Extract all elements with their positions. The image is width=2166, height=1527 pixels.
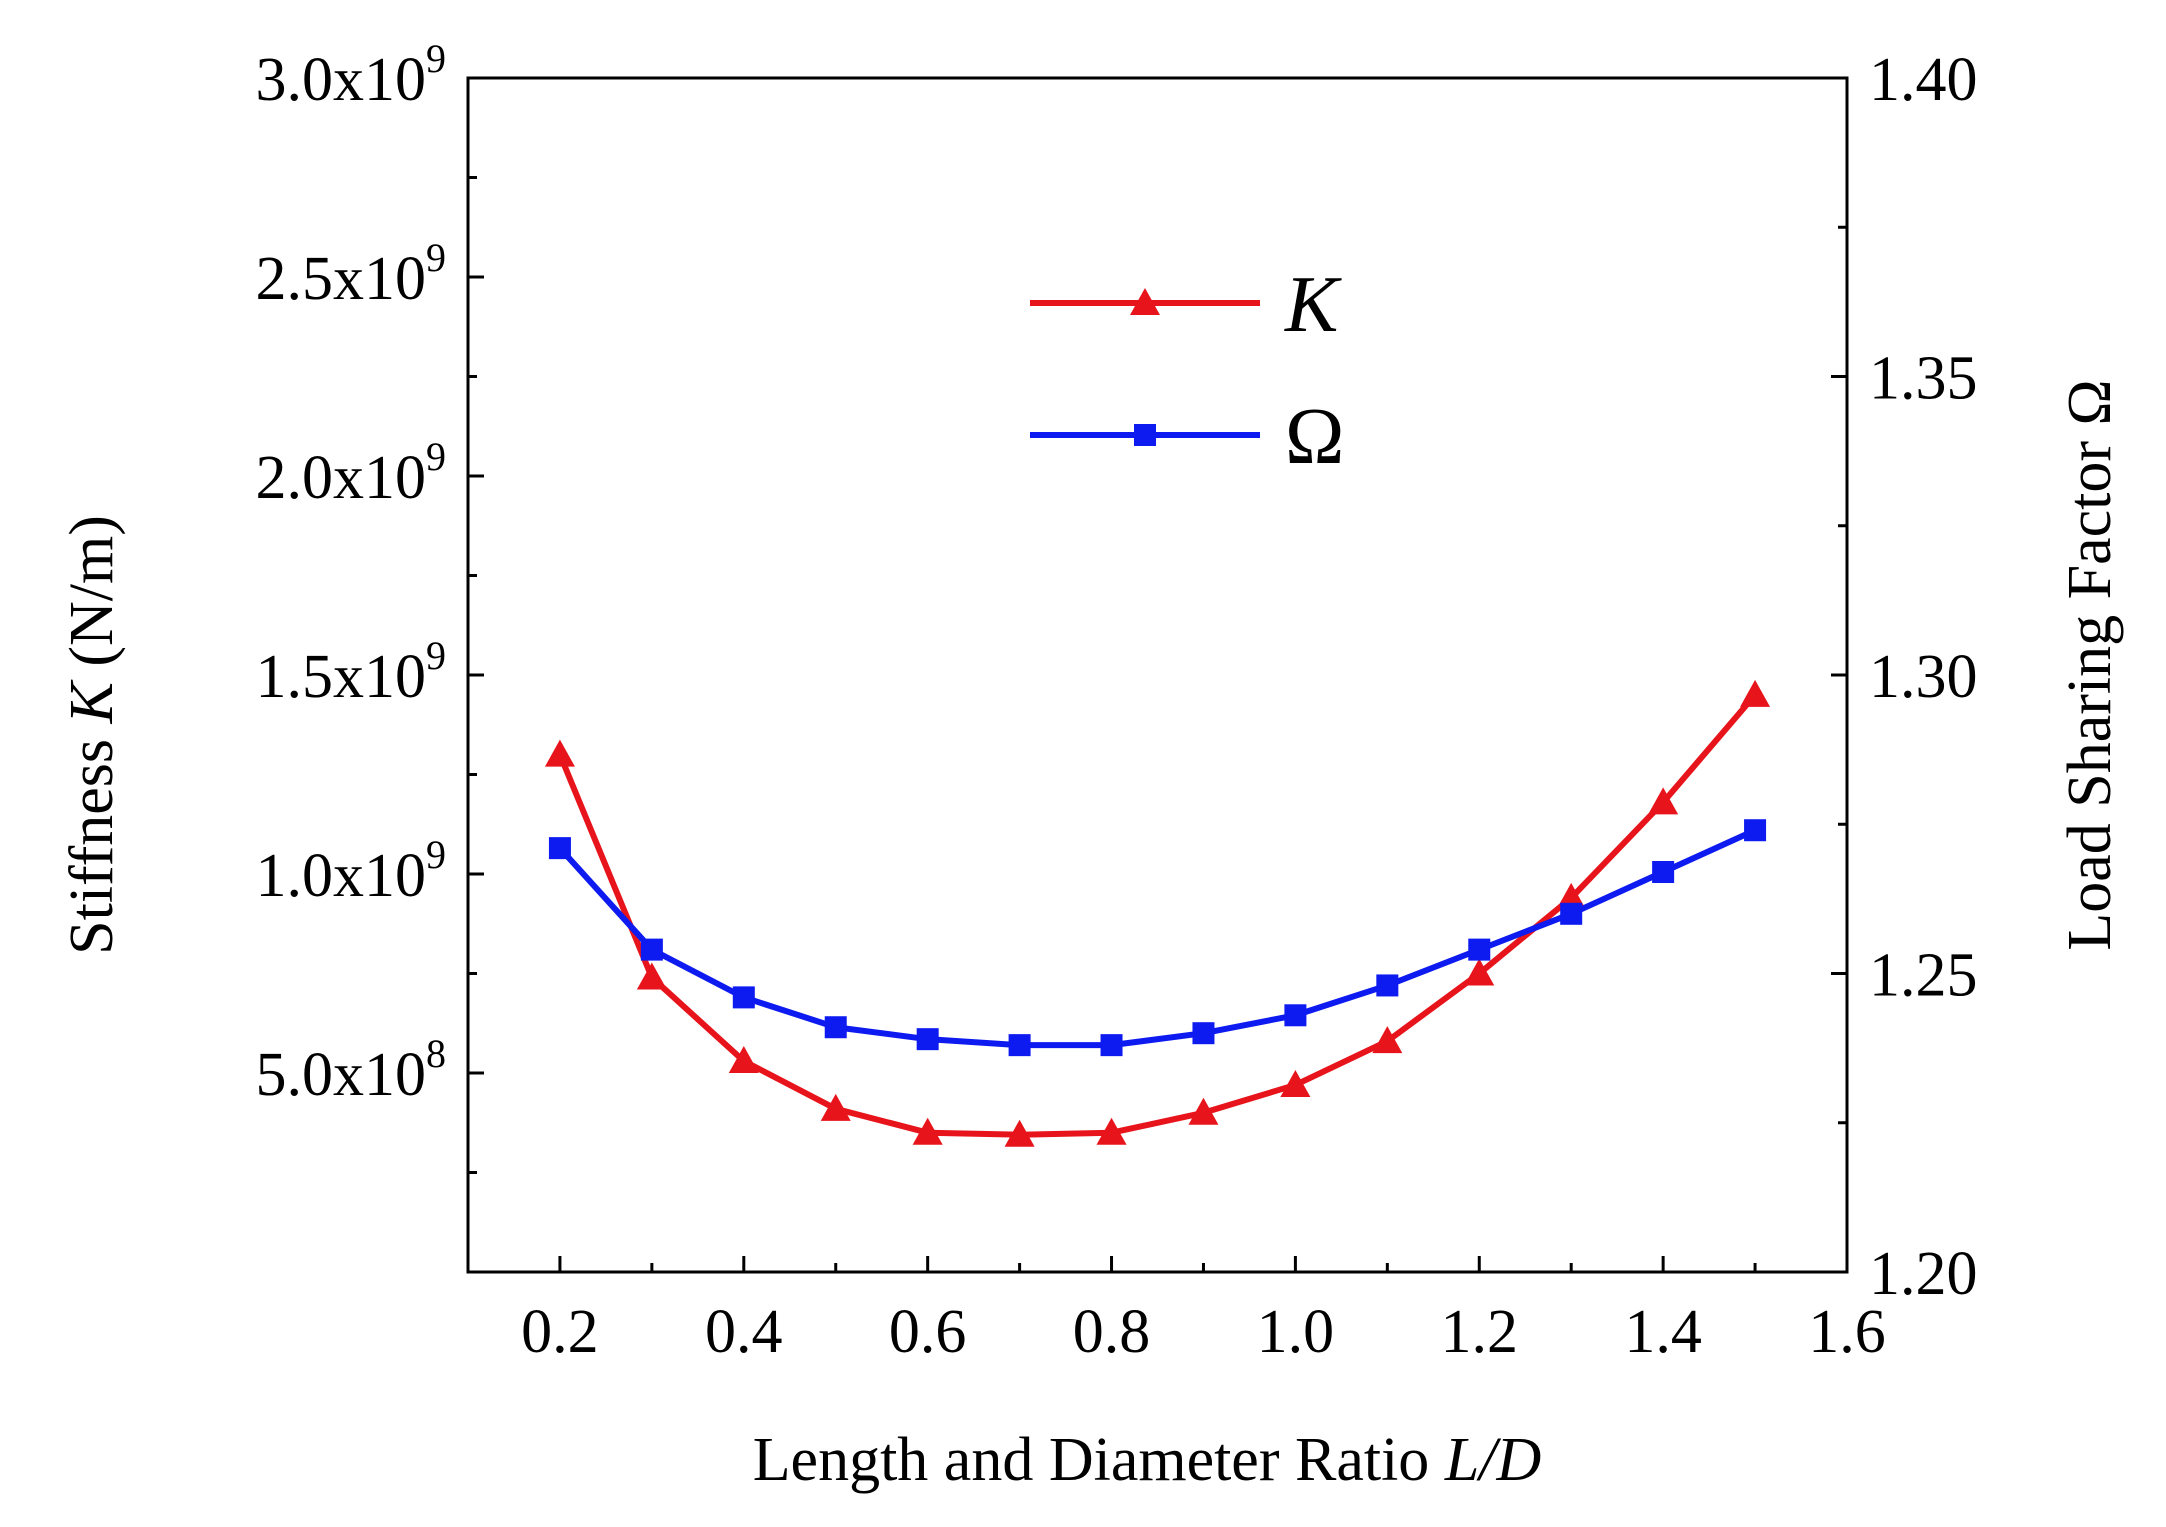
- y-left-tick-label: 3.0x109: [256, 36, 447, 114]
- y-left-tick-label: 1.0x109: [256, 832, 447, 910]
- series-k-point: [728, 1046, 759, 1074]
- series-layer: [544, 679, 1771, 1147]
- x-tick-label: 1.4: [1624, 1298, 1702, 1366]
- series-omega-point: [916, 1028, 939, 1051]
- axes-layer: 0.2 0.4 0.6 0.8 1.0 1.2 1.4 1.6 5.0x108 1.0x109 1.…: [256, 36, 1978, 1366]
- x-tick-label: 0.8: [1073, 1298, 1151, 1366]
- y-right-tick-label: 1.20: [1869, 1240, 1978, 1308]
- series-omega-point: [1192, 1022, 1215, 1045]
- legend: KΩ: [1030, 261, 1344, 481]
- x-tick-label: 0.4: [705, 1298, 783, 1366]
- series-k-point: [1280, 1069, 1311, 1097]
- series-k-point: [912, 1117, 943, 1145]
- series-k-point: [1188, 1097, 1219, 1125]
- y-left-tick-label: 2.5x109: [256, 235, 447, 313]
- y-left-tick-label: 2.0x109: [256, 434, 447, 512]
- series-k-line: [557, 692, 1758, 1138]
- x-tick-label: 1.6: [1808, 1298, 1886, 1366]
- series-k-point: [1096, 1117, 1127, 1145]
- series-k-point: [1004, 1119, 1035, 1147]
- legend-omega-label: Ω: [1285, 393, 1344, 481]
- series-omega-point: [1560, 902, 1583, 925]
- x-tick-label: 1.2: [1441, 1298, 1519, 1366]
- series-k-point: [1740, 679, 1771, 707]
- x-tick-label: 1.0: [1257, 1298, 1335, 1366]
- series-omega-point: [1652, 861, 1675, 884]
- series-omega-point: [1376, 974, 1399, 997]
- series-omega-point: [640, 938, 663, 961]
- y-right-tick-label: 1.35: [1869, 345, 1978, 413]
- series-omega-point: [548, 837, 571, 860]
- y-axis-left-title: Stiffness K (N/m): [58, 515, 126, 955]
- legend-k-marker: [1130, 288, 1160, 315]
- series-omega-point: [1008, 1034, 1031, 1057]
- y-left-tick-label: 1.5x109: [256, 633, 447, 711]
- y-left-tick-label: 5.0x108: [256, 1031, 447, 1109]
- legend-k-label: K: [1284, 261, 1342, 349]
- series-omega-point: [824, 1016, 847, 1039]
- x-axis-title: Length and Diameter Ratio L/D: [753, 1426, 1542, 1494]
- x-tick-label: 0.6: [889, 1298, 967, 1366]
- series-k-point: [1464, 958, 1495, 986]
- series-omega-point: [1284, 1004, 1307, 1027]
- y-right-tick-label: 1.25: [1869, 942, 1978, 1010]
- legend-omega-marker: [1134, 424, 1156, 446]
- y-right-tick-label: 1.30: [1869, 643, 1978, 711]
- plot-frame: [466, 76, 1849, 1274]
- series-omega-point: [1744, 819, 1767, 842]
- y-axis-right-title: Load Sharing Factor Ω: [2056, 379, 2124, 950]
- series-omega-point: [732, 986, 755, 1009]
- series-k-point: [636, 962, 667, 990]
- series-k-point: [1372, 1026, 1403, 1054]
- y-right-tick-label: 1.40: [1869, 46, 1978, 114]
- series-k-point: [1648, 787, 1679, 815]
- series-omega-line: [557, 827, 1757, 1049]
- x-tick-label: 0.2: [521, 1298, 599, 1366]
- series-omega-point: [1100, 1034, 1123, 1057]
- series-k-point: [820, 1093, 851, 1121]
- series-omega-point: [1468, 938, 1491, 961]
- series-k-point: [544, 739, 575, 767]
